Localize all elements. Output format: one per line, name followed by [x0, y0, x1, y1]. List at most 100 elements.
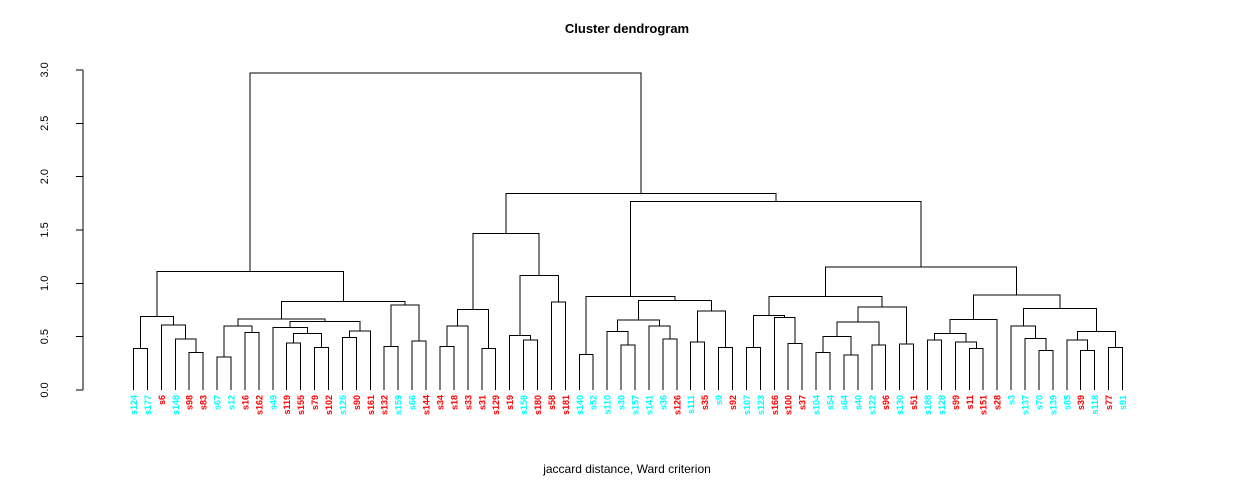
cluster-merge — [550, 301, 566, 390]
cluster-merge — [1076, 330, 1117, 348]
cluster-merge — [456, 308, 490, 349]
leaf-label: s77 — [1104, 395, 1114, 410]
leaf-label: s125 — [338, 395, 348, 415]
cluster-merge — [341, 337, 357, 390]
leaf-label: s137 — [1021, 395, 1031, 415]
leaf-label: s31 — [477, 395, 487, 410]
cluster-merge — [1108, 346, 1123, 390]
cluster-merge — [954, 341, 977, 390]
leaf-label: s132 — [380, 395, 390, 415]
cluster-merge — [140, 315, 174, 349]
leaf-label: s107 — [742, 395, 752, 415]
leaf-label: s129 — [491, 395, 501, 415]
leaf-label: s36 — [658, 395, 668, 410]
leaf-label: s124 — [129, 395, 139, 415]
cluster-merge — [156, 271, 344, 317]
cluster-merge — [822, 336, 852, 355]
cluster-merge — [286, 342, 302, 390]
leaf-label: s99 — [951, 395, 961, 410]
leaf-label: s6 — [157, 395, 167, 405]
cluster-merge — [216, 356, 232, 390]
leaf-label: s159 — [394, 395, 404, 415]
leaf-label: s79 — [310, 395, 320, 410]
cluster-merge — [1066, 339, 1089, 390]
leaf-label: s83 — [199, 395, 209, 410]
cluster-merge — [968, 347, 984, 390]
leaf-label: s19 — [505, 395, 515, 410]
leaf-label: s148 — [171, 395, 181, 415]
cluster-merge — [606, 330, 629, 390]
leaf-label: s34 — [435, 395, 445, 410]
cluster-merge — [314, 346, 329, 390]
dendrogram-tree — [133, 72, 1123, 390]
leaf-label: s110 — [603, 395, 613, 415]
cluster-merge — [857, 306, 908, 345]
leaf-label: s140 — [575, 395, 585, 415]
leaf-label: s155 — [296, 395, 306, 415]
cluster-merge — [348, 330, 371, 390]
cluster-merge — [1038, 350, 1054, 390]
cluster-merge — [620, 344, 636, 390]
cluster-merge — [1022, 308, 1097, 332]
cluster-merge — [662, 338, 678, 390]
leaf-label: s96 — [881, 395, 891, 410]
leaf-label: s91 — [1118, 395, 1128, 410]
y-axis-tick-label: 2.5 — [39, 116, 51, 131]
y-axis-tick-label: 1.0 — [39, 276, 51, 291]
leaf-label: s130 — [895, 395, 905, 415]
cluster-merge — [1010, 325, 1036, 390]
y-axis-tick-label: 0.0 — [39, 382, 51, 397]
leaf-label: s90 — [352, 395, 362, 410]
leaf-label: s177 — [143, 395, 153, 415]
leaf-label: s9 — [714, 395, 724, 405]
cluster-merge — [690, 341, 706, 390]
leaf-label: s37 — [798, 395, 808, 410]
leaf-label: s100 — [784, 395, 794, 415]
leaf-label: s181 — [561, 395, 571, 415]
leaf-label: s51 — [909, 395, 919, 410]
leaf-label: s144 — [422, 395, 432, 415]
cluster-merge — [630, 201, 922, 297]
leaf-label: s104 — [812, 395, 822, 415]
cluster-merge — [934, 332, 967, 342]
cluster-merge — [523, 339, 538, 390]
leaf-label: s52 — [589, 395, 599, 410]
cluster-merge — [293, 332, 323, 348]
leaf-label: s85 — [1062, 395, 1072, 410]
cluster-merge — [843, 354, 859, 390]
leaf-label: s70 — [1034, 395, 1044, 410]
cluster-merge — [745, 346, 761, 390]
cluster-merge — [160, 324, 187, 390]
leaf-label: s161 — [366, 395, 376, 415]
y-axis-tick-label: 1.5 — [39, 222, 51, 237]
leaf-label: s180 — [533, 395, 543, 415]
leaf-label: s119 — [282, 395, 292, 415]
leaf-label: s12 — [227, 395, 237, 410]
leaf-label: s102 — [324, 395, 334, 415]
leaf-label: s11 — [965, 395, 975, 410]
y-axis: 0.0 0.5 1.0 1.5 2.0 2.5 3.0 — [39, 62, 84, 398]
leaf-label: s123 — [756, 395, 766, 415]
leaf-label: s54 — [826, 395, 836, 410]
cluster-merge — [244, 331, 260, 390]
leaf-label: s3 — [1007, 395, 1017, 405]
leaf-label: s139 — [1048, 395, 1058, 415]
leaf-label: s111 — [686, 395, 696, 414]
cluster-merge — [223, 325, 253, 357]
cluster-merge — [411, 340, 427, 390]
cluster-merge — [439, 345, 455, 390]
cluster-merge — [1024, 338, 1047, 390]
leaf-label: s188 — [923, 395, 933, 415]
leaf-label: s35 — [700, 395, 710, 410]
leaf-label: s58 — [547, 395, 557, 410]
y-axis-tick-label: 0.5 — [39, 329, 51, 344]
leaf-label: s16 — [240, 395, 250, 410]
leaf-label: s118 — [1090, 395, 1100, 415]
leaf-label: s92 — [728, 395, 738, 410]
cluster-merge — [718, 346, 733, 390]
leaf-label: s141 — [644, 395, 654, 415]
leaf-label: s64 — [839, 395, 849, 410]
cluster-merge — [390, 304, 420, 347]
cluster-merge — [472, 233, 540, 310]
